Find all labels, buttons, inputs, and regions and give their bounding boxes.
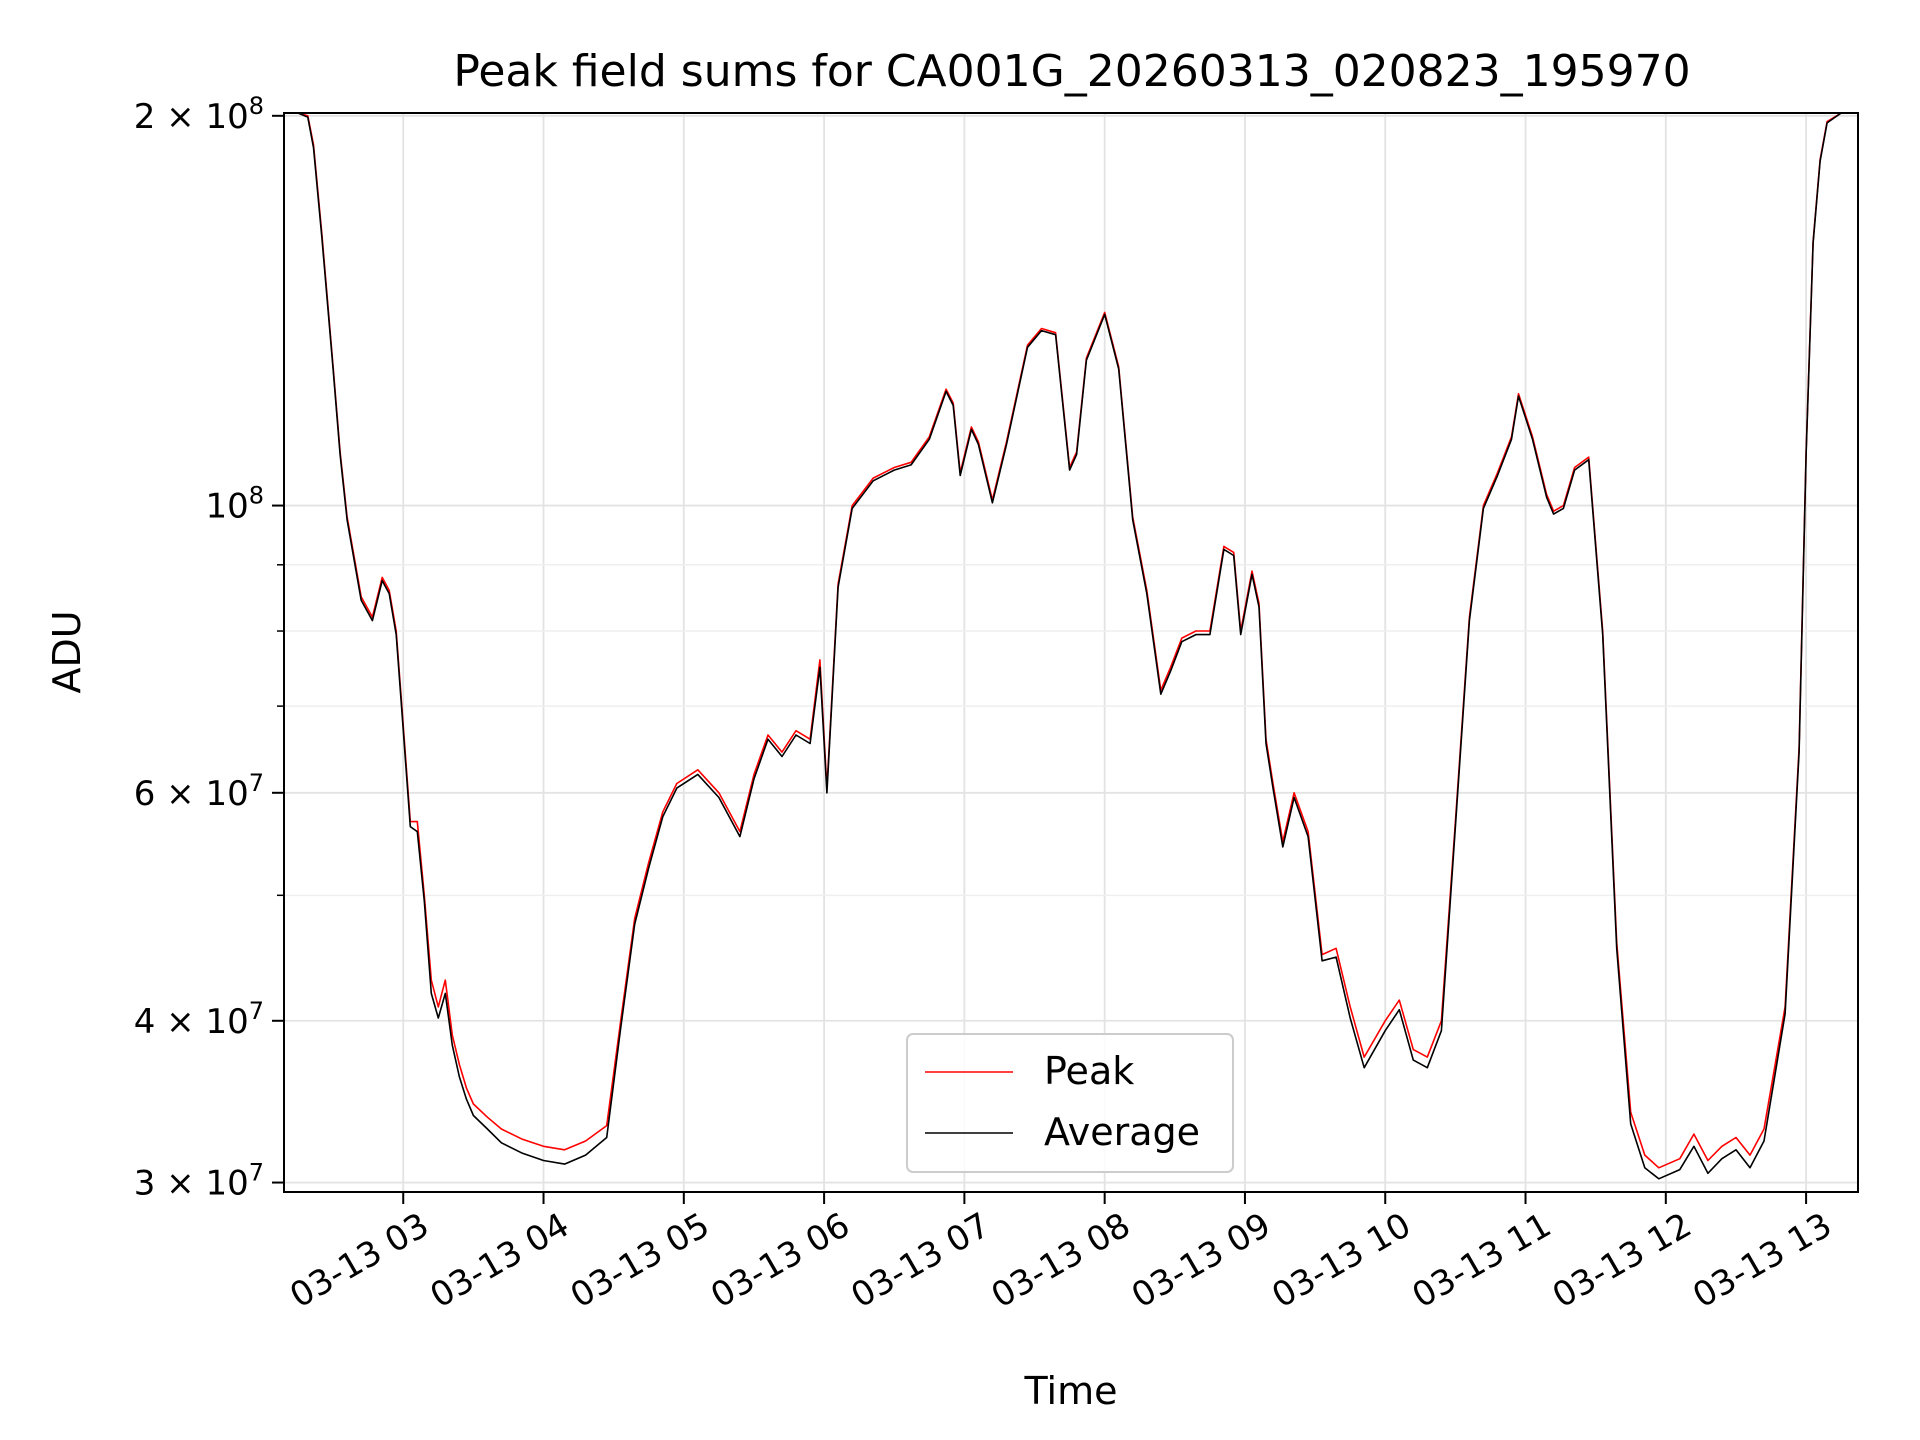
axis-ticks bbox=[272, 114, 1808, 1204]
y-tick-label: 108 bbox=[205, 482, 264, 527]
plot-frame bbox=[283, 112, 1859, 1193]
y-tick-base: 2 × 10 bbox=[134, 97, 249, 137]
chart-title: Peak field sums for CA001G_20260313_0208… bbox=[453, 46, 1690, 97]
y-tick-exponent: 7 bbox=[249, 769, 264, 797]
legend-label-peak: Peak bbox=[1044, 1049, 1134, 1093]
series-lines bbox=[284, 112, 1858, 1180]
legend: Peak Average bbox=[906, 1033, 1234, 1173]
legend-box bbox=[906, 1033, 1234, 1173]
series-line-average bbox=[284, 112, 1858, 1180]
y-tick-label: 2 × 108 bbox=[134, 92, 264, 137]
y-tick-exponent: 8 bbox=[249, 92, 264, 120]
y-axis-label: ADU bbox=[45, 610, 89, 693]
y-tick-label: 3 × 107 bbox=[134, 1159, 264, 1204]
y-tick-base: 3 × 10 bbox=[134, 1164, 249, 1204]
y-tick-base: 10 bbox=[205, 487, 248, 527]
y-tick-exponent: 8 bbox=[249, 482, 264, 510]
legend-label-average: Average bbox=[1044, 1110, 1200, 1154]
y-tick-base: 4 × 10 bbox=[134, 1002, 249, 1042]
grid-lines bbox=[284, 113, 1858, 1192]
y-tick-exponent: 7 bbox=[249, 1159, 264, 1187]
y-tick-exponent: 7 bbox=[249, 997, 264, 1025]
y-tick-label: 6 × 107 bbox=[134, 769, 264, 814]
x-axis-label: Time bbox=[1024, 1369, 1118, 1413]
y-tick-base: 6 × 10 bbox=[134, 774, 249, 814]
y-tick-label: 4 × 107 bbox=[134, 997, 264, 1042]
